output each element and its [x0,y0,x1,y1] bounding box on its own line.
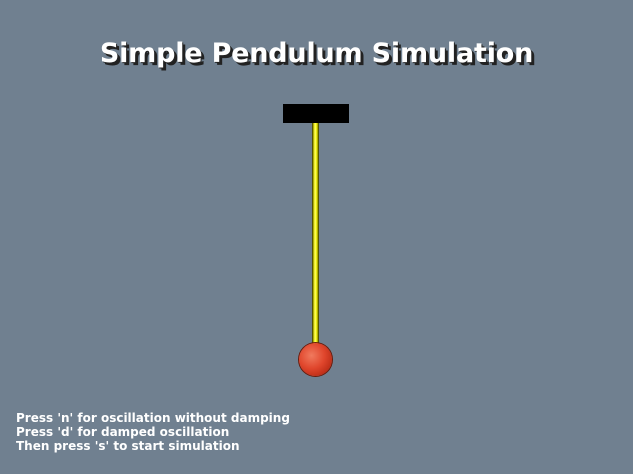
pendulum-bob [299,343,332,376]
page-title: Simple Pendulum Simulation [99,38,534,69]
pendulum-rod [312,123,319,345]
keyboard-instructions: Press 'n' for oscillation without dampin… [16,411,290,453]
instruction-no-damping: Press 'n' for oscillation without dampin… [16,411,290,425]
instruction-start: Then press 's' to start simulation [16,439,240,453]
instruction-damped: Press 'd' for damped oscillation [16,425,230,439]
pendulum-pivot-support [283,104,349,123]
